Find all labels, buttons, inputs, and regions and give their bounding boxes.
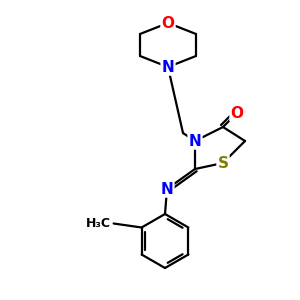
Text: O: O [161,16,175,31]
Text: N: N [189,134,201,148]
Text: N: N [160,182,173,196]
Text: N: N [162,59,174,74]
Text: O: O [230,106,244,121]
Text: H₃C: H₃C [85,217,111,230]
Text: S: S [218,155,229,170]
